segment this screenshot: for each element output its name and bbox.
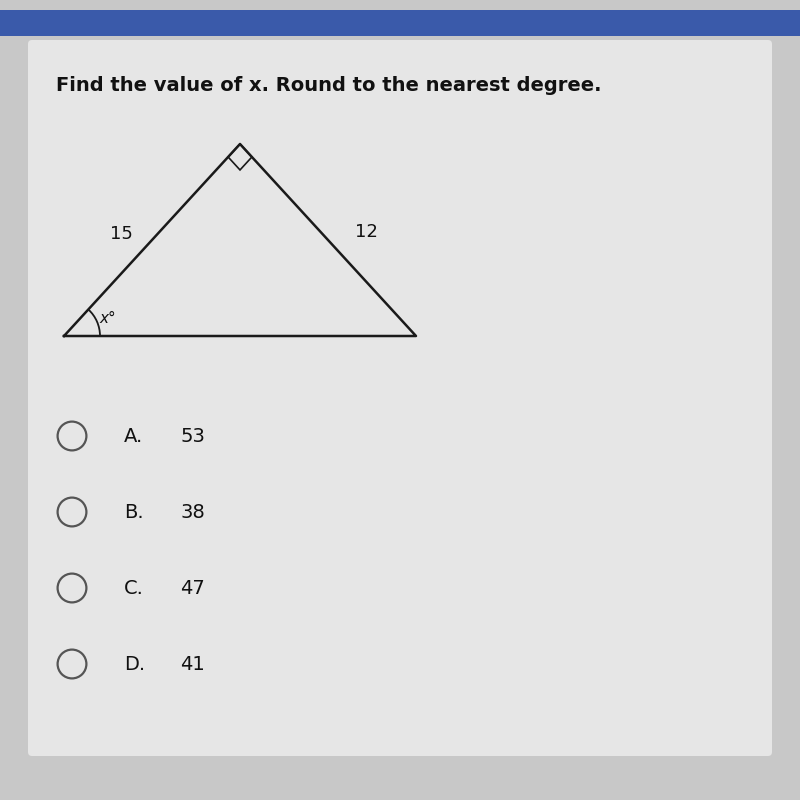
Text: A.: A.	[124, 426, 143, 446]
Text: 53: 53	[180, 426, 205, 446]
Text: C.: C.	[124, 578, 144, 598]
Text: D.: D.	[124, 654, 145, 674]
Text: Find the value of x. Round to the nearest degree.: Find the value of x. Round to the neares…	[56, 76, 602, 95]
Text: x°: x°	[100, 311, 116, 326]
Text: B.: B.	[124, 502, 144, 522]
FancyBboxPatch shape	[28, 40, 772, 756]
Text: 12: 12	[355, 223, 378, 241]
Text: 38: 38	[180, 502, 205, 522]
Bar	[0, 10, 800, 36]
Text: 15: 15	[110, 225, 133, 242]
Text: 47: 47	[180, 578, 205, 598]
Text: 41: 41	[180, 654, 205, 674]
